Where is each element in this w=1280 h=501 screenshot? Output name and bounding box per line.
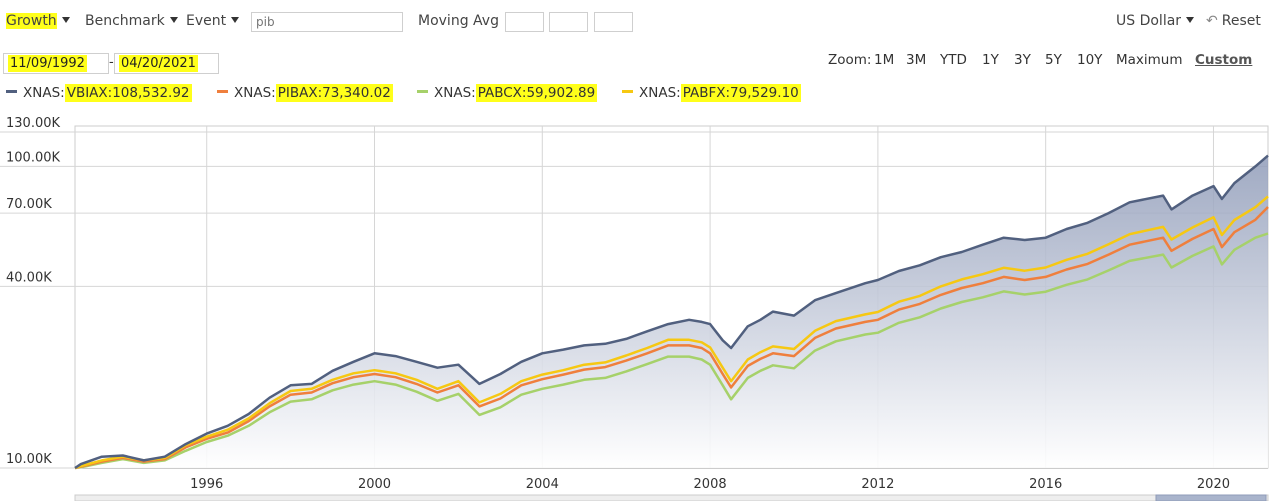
start-date-value: 11/09/1992 bbox=[8, 55, 87, 72]
y-tick-label: 40.00K bbox=[6, 270, 52, 285]
x-tick-label: 2000 bbox=[358, 477, 391, 492]
moving-avg-input-3[interactable] bbox=[594, 12, 633, 32]
legend-value: PABFX:79,529.10 bbox=[680, 84, 801, 102]
legend-prefix: XNAS: bbox=[434, 85, 476, 101]
navigator-handle bbox=[1155, 494, 1267, 501]
zoom-ytd[interactable]: YTD bbox=[940, 52, 967, 68]
zoom-label: Zoom: bbox=[828, 52, 872, 68]
y-tick-label: 130.00K bbox=[6, 116, 60, 131]
zoom-3y[interactable]: 3Y bbox=[1014, 52, 1031, 68]
vbiax-area bbox=[75, 155, 1268, 468]
zoom-10y[interactable]: 10Y bbox=[1077, 52, 1103, 68]
benchmark-label: Benchmark bbox=[85, 13, 165, 29]
y-tick-label: 70.00K bbox=[6, 197, 52, 212]
chevron-down-icon bbox=[169, 17, 178, 23]
series-line-pabcx bbox=[74, 232, 1269, 470]
growth-label: Growth bbox=[6, 13, 57, 29]
legend-prefix: XNAS: bbox=[234, 85, 276, 101]
moving-avg-input-2[interactable] bbox=[549, 12, 588, 32]
y-tick-label: 10.00K bbox=[6, 452, 52, 467]
end-date-value: 04/20/2021 bbox=[119, 55, 198, 72]
legend-prefix: XNAS: bbox=[23, 85, 65, 101]
legend-marker bbox=[6, 90, 17, 93]
event-label: Event bbox=[186, 13, 227, 29]
x-tick-label: 2020 bbox=[1197, 477, 1230, 492]
navigator-track bbox=[74, 494, 1269, 501]
zoom-1y[interactable]: 1Y bbox=[982, 52, 999, 68]
chevron-down-icon bbox=[61, 17, 70, 23]
legend-marker bbox=[217, 90, 228, 93]
start-date-input[interactable]: 11/09/1992 bbox=[3, 53, 109, 74]
zoom-3m[interactable]: 3M bbox=[906, 52, 927, 68]
legend-marker bbox=[622, 90, 633, 93]
event-dropdown[interactable]: Event bbox=[186, 13, 240, 29]
symbol-search-input[interactable] bbox=[251, 12, 403, 32]
legend-item-vbiax[interactable]: XNAS: VBIAX:108,532.92 bbox=[6, 84, 192, 102]
legend-value: PABCX:59,902.89 bbox=[475, 84, 598, 102]
legend-marker bbox=[417, 90, 428, 93]
reset-icon: ↶ bbox=[1206, 13, 1218, 29]
legend-value: VBIAX:108,532.92 bbox=[64, 84, 192, 102]
x-tick-label: 2008 bbox=[694, 477, 727, 492]
chevron-down-icon bbox=[231, 17, 240, 23]
series-line-pibax bbox=[74, 206, 1269, 470]
zoom-5y[interactable]: 5Y bbox=[1045, 52, 1062, 68]
series-line-vbiax bbox=[74, 154, 1269, 470]
x-tick-label: 2012 bbox=[861, 477, 894, 492]
legend-item-pabcx[interactable]: XNAS: PABCX:59,902.89 bbox=[417, 84, 598, 102]
legend-prefix: XNAS: bbox=[639, 85, 681, 101]
chevron-down-icon bbox=[1186, 17, 1195, 23]
growth-dropdown[interactable]: Growth bbox=[6, 13, 70, 29]
reset-button[interactable]: ↶ Reset bbox=[1206, 13, 1261, 29]
legend-value: PIBAX:73,340.02 bbox=[275, 84, 393, 102]
zoom-custom[interactable]: Custom bbox=[1195, 52, 1253, 68]
chart-toolbar: Growth Benchmark Event Moving Avg US Dol… bbox=[0, 0, 1280, 44]
currency-label: US Dollar bbox=[1116, 13, 1182, 29]
x-tick-label: 2016 bbox=[1029, 477, 1062, 492]
end-date-input[interactable]: 04/20/2021 bbox=[114, 53, 219, 74]
date-separator: - bbox=[109, 55, 114, 70]
legend-item-pibax[interactable]: XNAS: PIBAX:73,340.02 bbox=[217, 84, 393, 102]
growth-chart: 10.00K 40.00K 70.00K 100.00K 130.00K 1996 2000… bbox=[0, 116, 1269, 501]
benchmark-dropdown[interactable]: Benchmark bbox=[85, 13, 178, 29]
x-tick-label: 2004 bbox=[526, 477, 559, 492]
moving-avg-label: Moving Avg bbox=[418, 13, 499, 29]
legend-item-pabfx[interactable]: XNAS: PABFX:79,529.10 bbox=[622, 84, 801, 102]
currency-dropdown[interactable]: US Dollar bbox=[1116, 13, 1195, 29]
zoom-1m[interactable]: 1M bbox=[874, 52, 895, 68]
series-line-pabfx bbox=[74, 195, 1269, 470]
reset-label: Reset bbox=[1221, 13, 1261, 29]
x-tick-label: 1996 bbox=[190, 477, 223, 492]
moving-avg-input-1[interactable] bbox=[505, 12, 544, 32]
zoom-maximum[interactable]: Maximum bbox=[1116, 52, 1183, 68]
y-tick-label: 100.00K bbox=[6, 150, 60, 165]
